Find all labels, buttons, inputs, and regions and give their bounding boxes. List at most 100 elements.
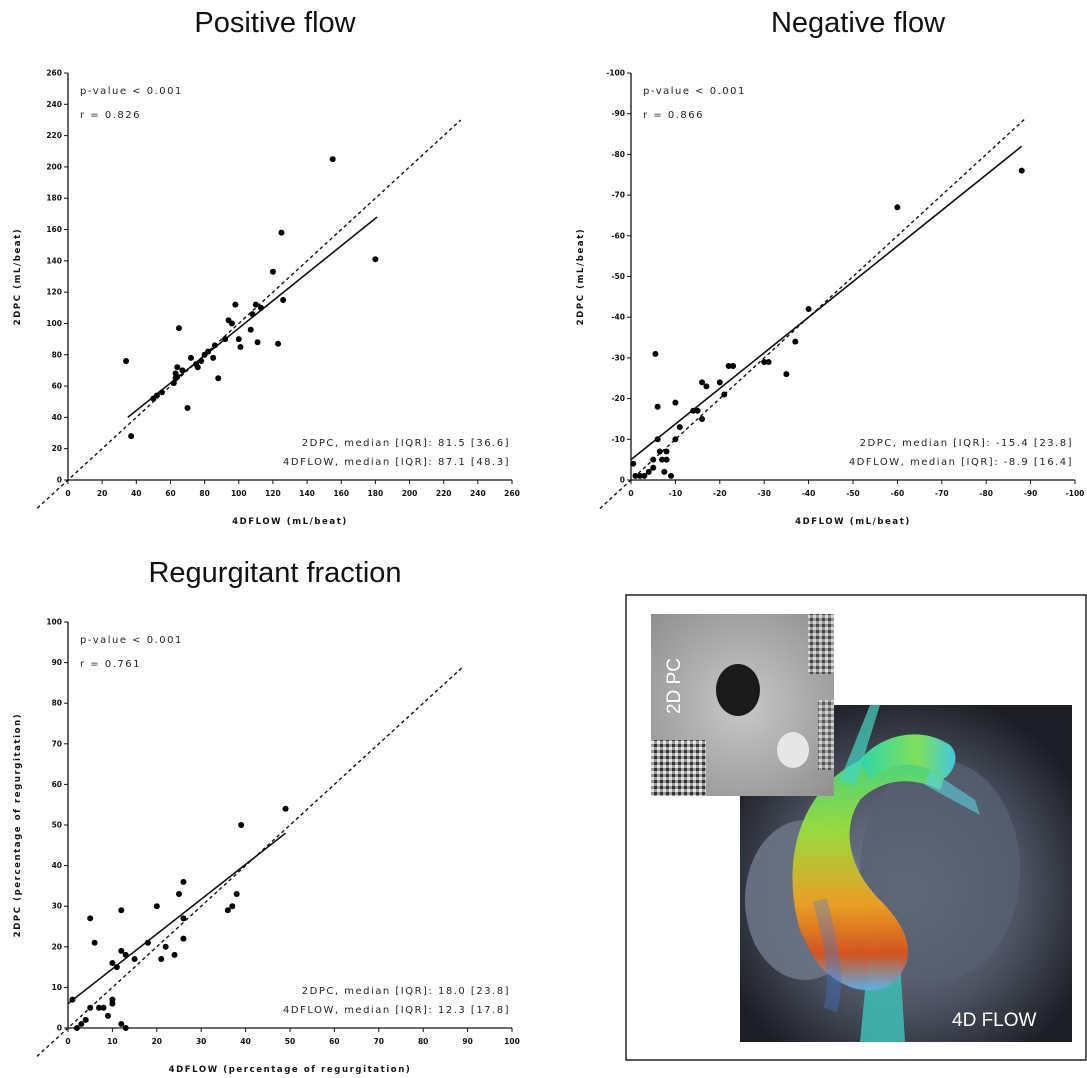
positive-flow-data-point [329, 156, 336, 163]
regurgitant-fraction-data-point [144, 939, 151, 946]
regurgitant-fraction-data-point [87, 1004, 94, 1011]
negative-flow-y-tick-label: -30 [611, 353, 625, 362]
positive-flow-y-tick-label: 260 [46, 69, 62, 78]
positive-flow-median-2dpc: 2DPC, median [IQR]: 81.5 [36.6] [302, 438, 510, 449]
positive-flow-data-point [174, 373, 181, 380]
negative-flow-pvalue: p-value < 0.001 [643, 86, 746, 97]
positive-flow-data-point [198, 358, 205, 365]
negative-flow-data-point [654, 403, 661, 410]
regurgitant-fraction-data-point [180, 915, 187, 922]
regurgitant-fraction-data-point [109, 996, 116, 1003]
positive-flow-y-axis-label: 2DPC (mL/beat) [13, 228, 23, 326]
positive-flow-x-tick-label: 0 [65, 489, 70, 498]
negative-flow-data-point [894, 204, 901, 211]
negative-flow-data-point [652, 350, 659, 357]
negative-flow-data-point [694, 407, 701, 414]
positive-flow-data-point [222, 336, 229, 343]
regurgitant-fraction-data-point [229, 903, 236, 910]
negative-flow-title: Negative flow [771, 7, 946, 39]
negative-flow-y-tick-label: -10 [611, 435, 625, 444]
positive-flow-y-tick-label: 20 [52, 444, 62, 453]
regurgitant-fraction-y-tick-label: 50 [52, 821, 62, 830]
regurgitant-fraction-y-tick-label: 90 [52, 658, 62, 667]
negative-flow-data-point [699, 379, 706, 386]
regurgitant-fraction-median-2dpc: 2DPC, median [IQR]: 18.0 [23.8] [302, 986, 510, 997]
mri-image-panel: 4D FLOW 2D PC [625, 594, 1087, 1061]
2dpc-image: 2D PC [651, 614, 834, 796]
regurgitant-fraction-data-point [91, 939, 98, 946]
negative-flow-y-tick-label: -40 [611, 313, 625, 322]
regurgitant-fraction-data-point [224, 907, 231, 914]
regurgitant-fraction-x-tick-label: 100 [504, 1037, 520, 1046]
positive-flow-y-tick-label: 220 [46, 131, 62, 140]
regurgitant-fraction-data-point [118, 907, 125, 914]
positive-flow-x-tick-label: 120 [265, 489, 281, 498]
positive-flow-data-point [372, 256, 379, 263]
regurgitant-fraction-y-tick-label: 80 [52, 699, 62, 708]
regurgitant-fraction-y-tick-label: 0 [57, 1024, 62, 1033]
positive-flow-data-point [194, 364, 201, 371]
negative-flow-data-point [630, 460, 637, 467]
positive-flow-data-point [280, 296, 287, 303]
negative-flow-data-point [656, 448, 663, 455]
negative-flow-x-tick-label: -10 [669, 489, 683, 498]
positive-flow-y-tick-label: 120 [46, 288, 62, 297]
regurgitant-fraction-x-tick-label: 20 [152, 1037, 162, 1046]
negative-flow-y-tick-label: -90 [611, 109, 625, 118]
regurgitant-fraction-regression-line [67, 832, 287, 1005]
regurgitant-fraction-data-point [122, 1025, 129, 1031]
negative-flow-data-point [663, 456, 670, 463]
regurgitant-fraction-y-tick-label: 70 [52, 739, 62, 748]
positive-flow-data-point [158, 389, 165, 396]
2dpc-image-label: 2D PC [664, 658, 685, 714]
positive-flow-x-tick-label: 200 [402, 489, 418, 498]
negative-flow-x-tick-label: -100 [1066, 489, 1085, 498]
positive-flow-data-point [275, 340, 282, 347]
regurgitant-fraction-data-point [171, 951, 178, 958]
regurgitant-fraction-data-point [78, 1020, 85, 1027]
regurgitant-fraction-data-point [153, 903, 160, 910]
regurgitant-fraction-y-tick-label: 60 [52, 780, 62, 789]
positive-flow-title: Positive flow [194, 7, 356, 39]
negative-flow-x-tick-label: -90 [1024, 489, 1038, 498]
regurgitant-fraction-chart: Regurgitant fraction 0 10 20 30 40 50 60 70 80 90 1… [13, 557, 520, 1075]
positive-flow-y-tick-label: 60 [52, 382, 62, 391]
negative-flow-y-tick-label: -50 [611, 272, 625, 281]
negative-flow-y-tick-label: 0 [620, 476, 625, 485]
positive-flow-data-point [252, 301, 259, 308]
positive-flow-data-point [249, 311, 256, 318]
positive-flow-data-point [176, 325, 182, 332]
positive-flow-data-point [235, 336, 242, 343]
regurgitant-fraction-data-point [87, 915, 94, 922]
negative-flow-data-point [641, 472, 648, 479]
negative-flow-data-point [703, 383, 710, 390]
regurgitant-fraction-median-4dflow: 4DFLOW, median [IQR]: 12.3 [17.8] [283, 1005, 510, 1016]
negative-flow-correlation: r = 0.866 [643, 110, 704, 121]
regurgitant-fraction-data-point [118, 1020, 125, 1027]
negative-flow-data-point [659, 456, 666, 463]
positive-flow-identity-line [36, 119, 462, 509]
negative-flow-data-point [676, 424, 683, 431]
regurgitant-fraction-data-point [282, 805, 289, 812]
positive-flow-data-point [254, 339, 261, 346]
regurgitant-fraction-data-point [122, 951, 129, 958]
positive-flow-data-point [205, 348, 212, 355]
positive-flow-y-tick-label: 180 [46, 194, 62, 203]
negative-flow-y-tick-label: -100 [606, 69, 625, 78]
positive-flow-data-point [269, 268, 276, 275]
positive-flow-data-point [247, 326, 254, 333]
positive-flow-x-tick-label: 180 [368, 489, 384, 498]
regurgitant-fraction-x-tick-label: 70 [374, 1037, 384, 1046]
positive-flow-data-point [123, 358, 130, 365]
negative-flow-x-tick-label: -70 [935, 489, 949, 498]
negative-flow-data-point [765, 358, 772, 365]
regurgitant-fraction-y-axis-label: 2DPC (percentage of regurgitation) [13, 713, 23, 938]
negative-flow-data-point [672, 436, 679, 443]
regurgitant-fraction-data-point [100, 1004, 107, 1011]
regurgitant-fraction-data-point [233, 891, 240, 898]
regurgitant-fraction-data-point [158, 955, 165, 962]
regurgitant-fraction-data-point [180, 935, 187, 942]
negative-flow-data-point [761, 358, 768, 365]
regurgitant-fraction-data-point [82, 1016, 89, 1023]
negative-flow-x-tick-label: -80 [979, 489, 993, 498]
